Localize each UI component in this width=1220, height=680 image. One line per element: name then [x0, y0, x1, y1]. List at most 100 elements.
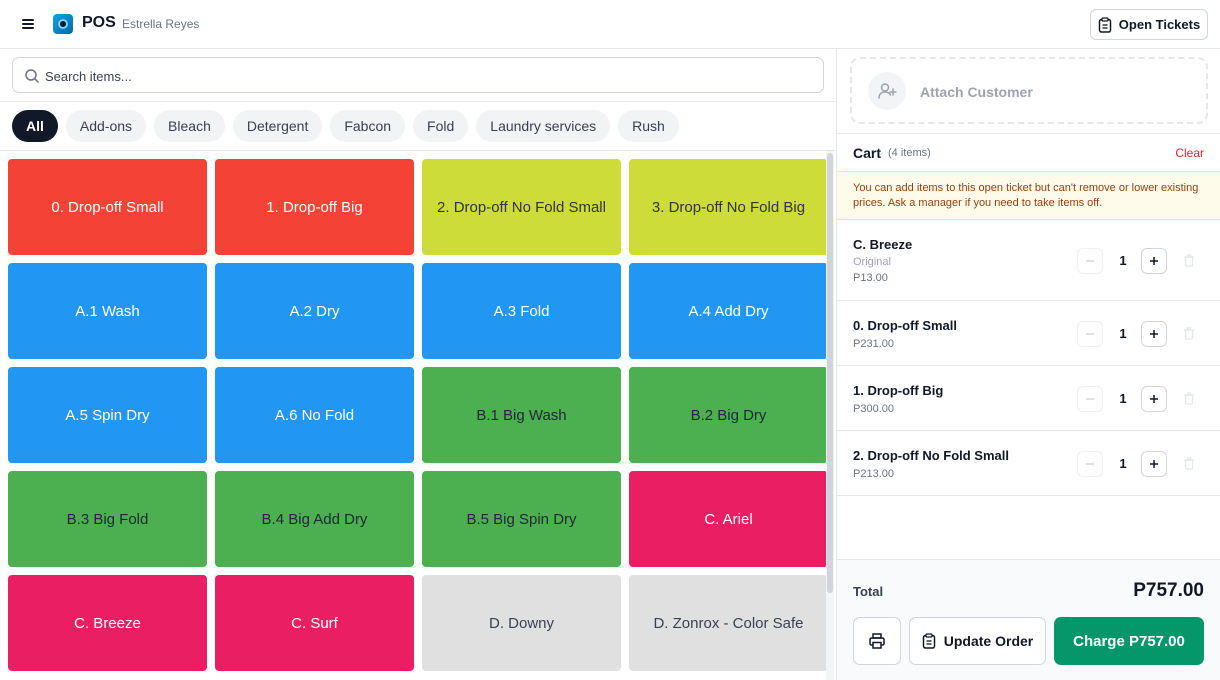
item-tile[interactable]: B.4 Big Add Dry	[215, 471, 414, 567]
item-tile[interactable]: C. Ariel	[629, 471, 828, 567]
cart-panel: Attach Customer Cart (4 items) Clear You…	[836, 49, 1220, 680]
update-order-button[interactable]: Update Order	[909, 617, 1046, 665]
item-tile[interactable]: 3. Drop-off No Fold Big	[629, 159, 828, 255]
attach-customer-button[interactable]: Attach Customer	[850, 57, 1208, 124]
scrollbar-thumb[interactable]	[827, 153, 833, 593]
total-label: Total	[853, 584, 884, 599]
clipboard-icon	[922, 633, 936, 649]
cart-item: 1. Drop-off Big P300.00 1	[837, 366, 1220, 431]
plus-icon	[1150, 329, 1158, 338]
attach-customer-label: Attach Customer	[920, 84, 1033, 100]
minus-icon	[1086, 462, 1094, 465]
decrease-qty-button[interactable]	[1077, 385, 1103, 412]
cart-item: C. Breeze Original P13.00 1	[837, 220, 1220, 301]
cart-item: 0. Drop-off Small P231.00 1	[837, 301, 1220, 366]
item-tile[interactable]: B.2 Big Dry	[629, 367, 828, 463]
category-tab-all[interactable]: All	[12, 110, 58, 142]
category-tab-bleach[interactable]: Bleach	[154, 110, 225, 142]
decrease-qty-button[interactable]	[1077, 450, 1103, 477]
cart-item-price: P300.00	[853, 403, 894, 415]
cart-item-name: 0. Drop-off Small	[853, 318, 958, 333]
plus-icon	[1150, 394, 1158, 403]
decrease-qty-button[interactable]	[1077, 247, 1103, 274]
clipboard-icon	[1098, 16, 1112, 33]
app-header: POS Estrella Reyes Open Tickets	[0, 0, 1220, 49]
item-tile[interactable]: 2. Drop-off No Fold Small	[422, 159, 621, 255]
open-tickets-label: Open Tickets	[1118, 17, 1201, 32]
user-name: Estrella Reyes	[122, 17, 200, 31]
item-tile[interactable]: B.5 Big Spin Dry	[422, 471, 621, 567]
increase-qty-button[interactable]	[1141, 450, 1167, 477]
minus-icon	[1086, 332, 1094, 335]
trash-icon[interactable]	[1181, 391, 1197, 407]
minus-icon	[1086, 397, 1094, 400]
scrollbar[interactable]	[826, 151, 834, 680]
cart-item-qty: 1	[1119, 325, 1127, 341]
item-grid-container: 0. Drop-off Small 1. Drop-off Big 2. Drop-…	[0, 151, 836, 680]
cart-item-qty: 1	[1119, 252, 1127, 268]
cart-item-price: P13.00	[853, 272, 888, 284]
clear-cart-button[interactable]: Clear	[1175, 146, 1204, 160]
print-button[interactable]	[853, 617, 901, 665]
cart-item-price: P231.00	[853, 338, 894, 350]
total-value: P757.00	[1133, 580, 1204, 601]
increase-qty-button[interactable]	[1141, 385, 1167, 412]
plus-icon	[1150, 256, 1158, 265]
divider	[0, 150, 836, 151]
increase-qty-button[interactable]	[1141, 247, 1167, 274]
item-tile[interactable]: B.1 Big Wash	[422, 367, 621, 463]
plus-icon	[1150, 459, 1158, 468]
cart-item-name: 2. Drop-off No Fold Small	[853, 448, 1009, 463]
search-input[interactable]	[45, 64, 805, 88]
category-tab-fold[interactable]: Fold	[413, 110, 469, 142]
trash-icon[interactable]	[1181, 253, 1197, 269]
cart-item-qty: 1	[1119, 455, 1127, 471]
search-icon	[25, 69, 39, 83]
app-logo	[53, 14, 73, 34]
app-title: POS	[82, 14, 116, 31]
decrease-qty-button[interactable]	[1077, 320, 1103, 347]
category-tabs: All Add-ons Bleach Detergent Fabcon Fold Laund…	[12, 110, 679, 142]
item-tile[interactable]: B.3 Big Fold	[8, 471, 207, 567]
category-tab-fabcon[interactable]: Fabcon	[330, 110, 406, 142]
menu-icon[interactable]	[18, 14, 38, 34]
item-tile[interactable]: 1. Drop-off Big	[215, 159, 414, 255]
cart-item-qty: 1	[1119, 390, 1127, 406]
cart-title: Cart	[853, 145, 882, 161]
cart-count: (4 items)	[888, 147, 931, 159]
item-tile[interactable]: A.1 Wash	[8, 263, 207, 359]
trash-icon[interactable]	[1181, 326, 1197, 342]
item-tile[interactable]: 0. Drop-off Small	[8, 159, 207, 255]
cart-item: 2. Drop-off No Fold Small P213.00 1	[837, 431, 1220, 496]
cart-item-price: P213.00	[853, 468, 894, 480]
trash-icon[interactable]	[1181, 456, 1197, 472]
update-order-label: Update Order	[943, 633, 1034, 649]
add-user-icon	[868, 72, 906, 110]
item-grid: 0. Drop-off Small 1. Drop-off Big 2. Drop-…	[8, 159, 828, 671]
item-tile[interactable]: C. Breeze	[8, 575, 207, 671]
increase-qty-button[interactable]	[1141, 320, 1167, 347]
search-box[interactable]	[12, 57, 824, 93]
category-tab-laundry-services[interactable]: Laundry services	[476, 110, 611, 142]
minus-icon	[1086, 259, 1094, 262]
cart-item-variant: Original	[853, 256, 891, 268]
category-tab-add-ons[interactable]: Add-ons	[65, 110, 147, 142]
item-tile[interactable]: D. Downy	[422, 575, 621, 671]
item-tile[interactable]: A.2 Dry	[215, 263, 414, 359]
cart-item-name: C. Breeze	[853, 237, 913, 252]
printer-icon	[869, 633, 885, 649]
item-panel: AllAdd-onsBleachDetergentFabconFoldLaund…	[0, 49, 836, 680]
category-tab-rush[interactable]: Rush	[618, 110, 679, 142]
divider	[0, 101, 836, 102]
item-tile[interactable]: D. Zonrox - Color Safe	[629, 575, 828, 671]
item-tile[interactable]: C. Surf	[215, 575, 414, 671]
cart-footer: Total P757.00 Update Order Charge P757.0…	[837, 559, 1220, 680]
item-tile[interactable]: A.4 Add Dry	[629, 263, 828, 359]
item-tile[interactable]: A.3 Fold	[422, 263, 621, 359]
item-tile[interactable]: A.5 Spin Dry	[8, 367, 207, 463]
category-tab-detergent[interactable]: Detergent	[232, 110, 323, 142]
open-tickets-button[interactable]: Open Tickets	[1090, 9, 1208, 40]
open-ticket-notice: You can add items to this open ticket bu…	[837, 171, 1220, 220]
item-tile[interactable]: A.6 No Fold	[215, 367, 414, 463]
charge-button[interactable]: Charge P757.00	[1054, 617, 1204, 665]
